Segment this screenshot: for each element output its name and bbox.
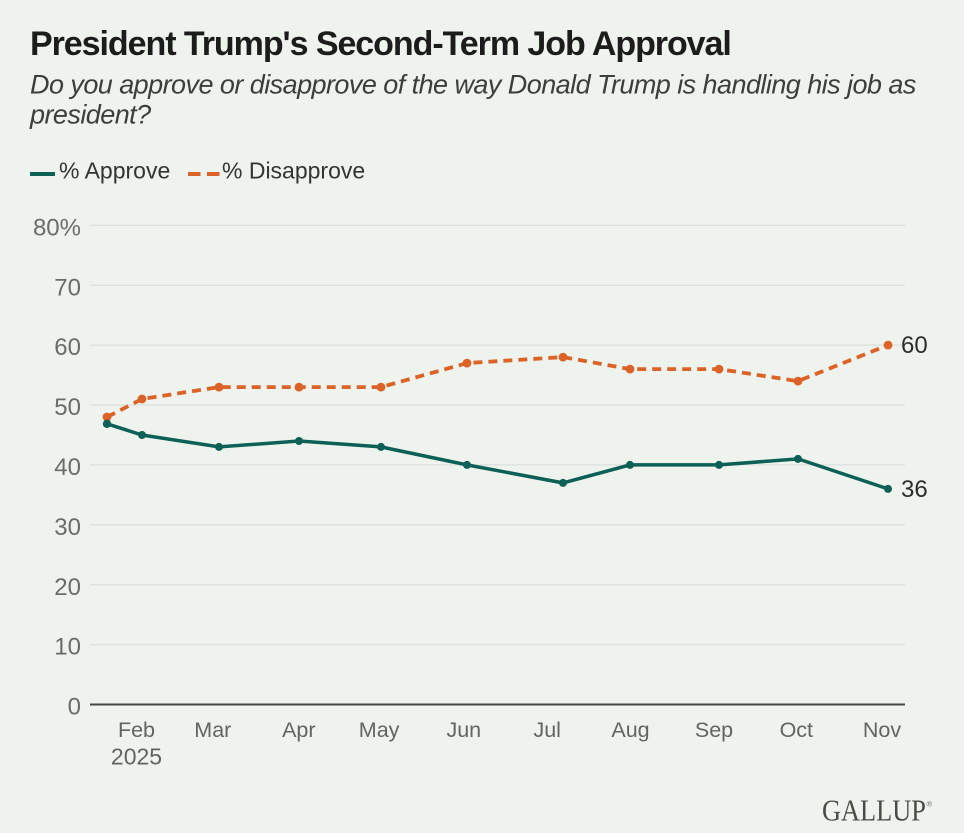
- svg-text:Feb: Feb: [118, 718, 155, 742]
- svg-text:50: 50: [54, 394, 81, 421]
- svg-text:% Approve: % Approve: [59, 158, 170, 184]
- svg-text:% Disapprove: % Disapprove: [222, 158, 365, 184]
- svg-text:President Trump's Second-Term: President Trump's Second-Term Job Approv…: [30, 25, 731, 63]
- svg-text:president?: president?: [29, 100, 151, 130]
- svg-text:60: 60: [901, 332, 928, 359]
- svg-text:Apr: Apr: [282, 718, 315, 742]
- svg-text:Mar: Mar: [194, 718, 231, 742]
- svg-text:70: 70: [54, 274, 81, 301]
- svg-text:40: 40: [54, 454, 81, 481]
- svg-text:Sep: Sep: [695, 718, 733, 742]
- svg-text:20: 20: [54, 574, 81, 601]
- svg-text:80%: 80%: [33, 214, 81, 241]
- svg-text:Oct: Oct: [780, 718, 813, 742]
- svg-text:May: May: [359, 718, 400, 742]
- svg-text:Do you approve or disapprove o: Do you approve or disapprove of the way …: [30, 70, 916, 100]
- svg-text:30: 30: [54, 514, 81, 541]
- svg-text:0: 0: [68, 694, 81, 721]
- svg-text:Jul: Jul: [533, 718, 560, 742]
- svg-text:Aug: Aug: [611, 718, 649, 742]
- svg-text:10: 10: [54, 634, 81, 661]
- svg-text:2025: 2025: [111, 744, 162, 770]
- svg-text:Nov: Nov: [863, 718, 901, 742]
- svg-text:®: ®: [927, 800, 933, 809]
- svg-text:Jun: Jun: [446, 718, 481, 742]
- svg-text:60: 60: [54, 334, 81, 361]
- svg-text:GALLUP: GALLUP: [822, 794, 926, 828]
- svg-text:36: 36: [901, 476, 928, 503]
